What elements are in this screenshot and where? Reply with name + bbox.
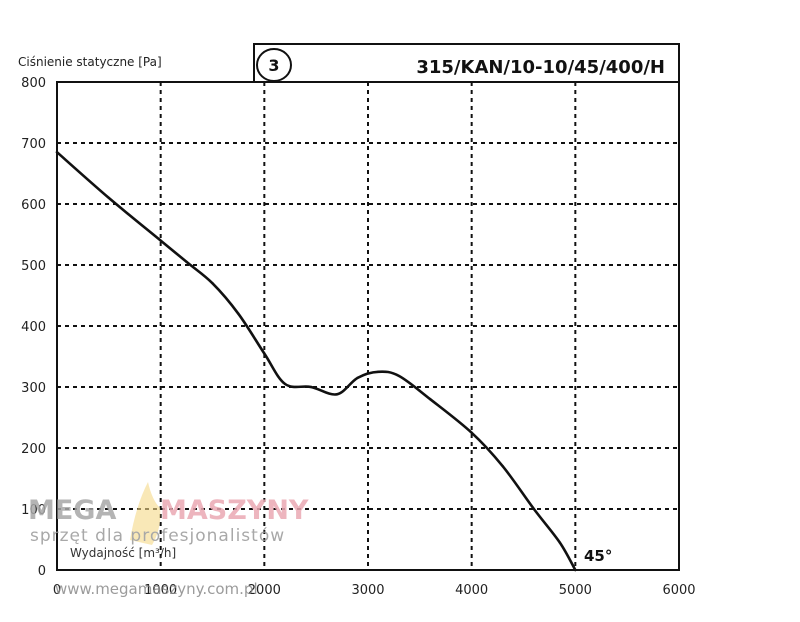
data-point-3 (185, 260, 188, 264)
y-tick-label-800: 800 (21, 76, 46, 91)
x-tick-label-6000: 6000 (662, 583, 695, 598)
y-axis-label: Ciśnienie statyczne [Pa] (18, 55, 162, 69)
x-tick-label-0: 0 (53, 583, 61, 598)
y-tick-label-0: 0 (38, 564, 46, 579)
x-tick-label-3000: 3000 (351, 583, 384, 598)
y-tick-label-600: 600 (21, 198, 46, 213)
data-point-4 (211, 282, 214, 285)
data-point-11 (377, 370, 380, 373)
data-point-15 (501, 465, 504, 468)
data-point-17 (558, 541, 561, 544)
flame-logo-icon (130, 482, 161, 545)
x-tick-label-5000: 5000 (559, 583, 592, 598)
data-point-0 (55, 150, 59, 154)
x-axis-label: Wydajność [m³/h] (70, 546, 176, 560)
data-point-13 (429, 398, 432, 401)
watermark-url: www.megamaszyny.com.pl (55, 580, 258, 598)
y-tick-label-400: 400 (21, 320, 46, 335)
data-point-16 (532, 507, 536, 511)
grid (57, 82, 679, 570)
watermark: MEGA MASZYNY sprzęt dla profesjonalistów… (28, 482, 309, 598)
data-point-1 (107, 196, 111, 200)
model-label: 315/KAN/10-10/45/400/H (416, 57, 665, 78)
y-tick-label-100: 100 (21, 503, 46, 518)
model-header-box (253, 43, 680, 83)
watermark-tagline: sprzęt dla profesjonalistów (30, 526, 285, 546)
data-point-14 (470, 431, 473, 434)
y-tick-labels: 0 100 200 300 400 500 600 700 800 (21, 76, 46, 579)
blade-angle-annotation: 45° (584, 547, 612, 565)
data-point-18 (574, 568, 577, 572)
x-tick-label-2000: 2000 (248, 583, 281, 598)
x-tick-label-4000: 4000 (455, 583, 488, 598)
data-point-7 (283, 382, 287, 386)
watermark-brand-left: MEGA (28, 495, 116, 526)
curve-id-label: 3 (268, 56, 279, 75)
data-points (55, 150, 577, 572)
data-point-9 (335, 393, 339, 396)
data-point-12 (397, 374, 401, 378)
data-point-10 (356, 376, 359, 380)
y-tick-label-300: 300 (21, 381, 46, 396)
data-point-8 (309, 385, 313, 389)
watermark-brand-right: MASZYNY (160, 495, 309, 526)
y-tick-label-500: 500 (21, 259, 46, 274)
data-point-6 (263, 352, 266, 355)
y-tick-label-700: 700 (21, 137, 46, 152)
series-line (55, 150, 577, 572)
data-point-5 (237, 312, 240, 315)
x-tick-labels: 0 1000 2000 3000 4000 5000 6000 (53, 583, 696, 598)
y-tick-label-200: 200 (21, 442, 46, 457)
x-tick-label-1000: 1000 (144, 583, 177, 598)
curve-id-badge (256, 48, 292, 82)
data-point-2 (159, 239, 162, 242)
